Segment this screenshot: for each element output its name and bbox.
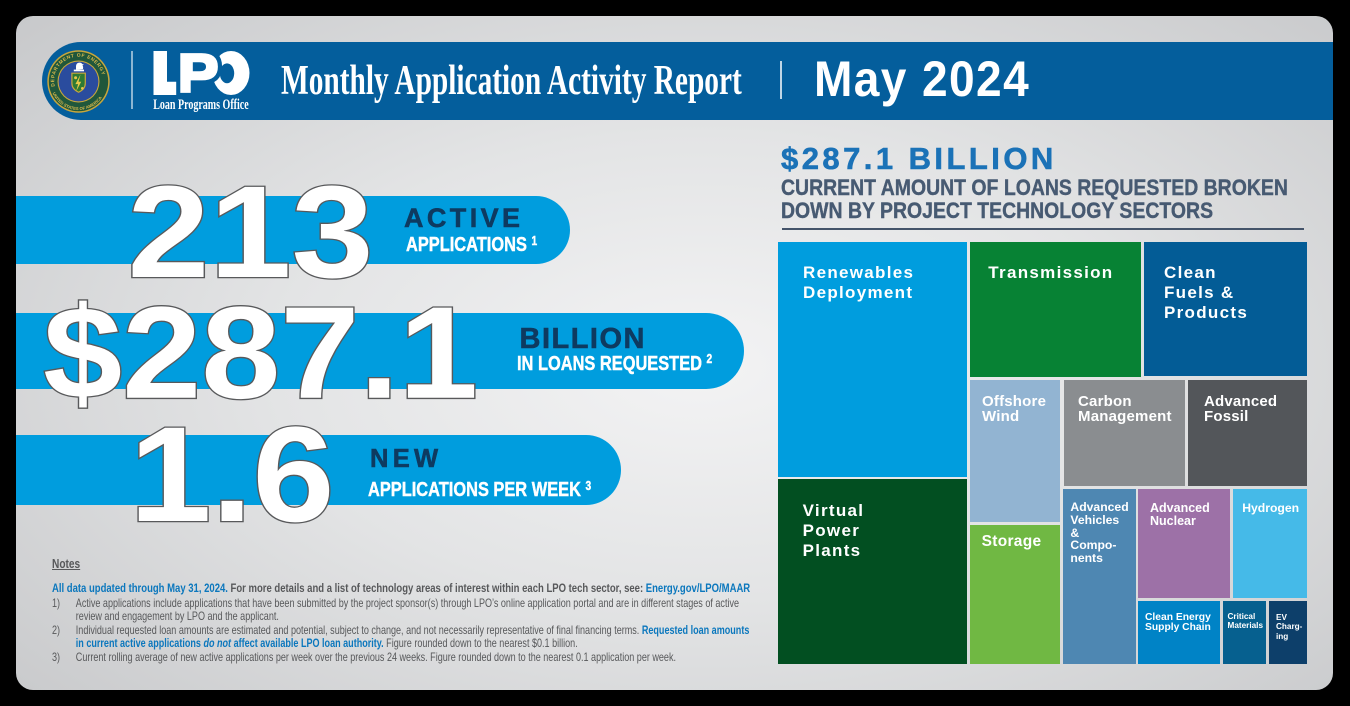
svg-text:$287.1: $287.1 bbox=[43, 279, 478, 426]
svg-text:213: 213 bbox=[128, 158, 374, 305]
svg-text:Loan Programs Office: Loan Programs Office bbox=[153, 97, 249, 113]
svg-text:1.6: 1.6 bbox=[130, 398, 335, 550]
